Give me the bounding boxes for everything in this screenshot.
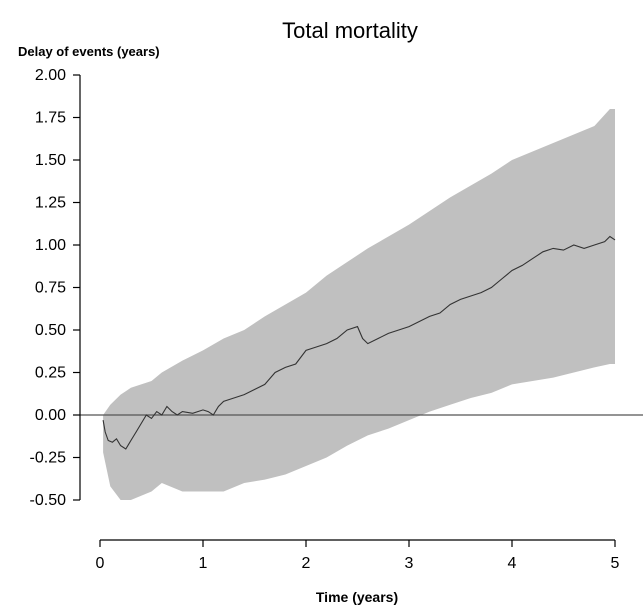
x-tick-label: 3	[405, 555, 414, 572]
y-tick-label: 0.25	[35, 365, 66, 382]
x-tick-label: 0	[96, 555, 105, 572]
confidence-band-layer	[103, 109, 615, 500]
x-tick-label: 2	[302, 555, 311, 572]
y-tick-label: 0.50	[35, 322, 66, 339]
y-tick-label: 1.25	[35, 195, 66, 212]
y-tick-label: 2.00	[35, 67, 66, 84]
y-tick-label: 1.00	[35, 237, 66, 254]
y-tick-label: 0.00	[35, 407, 66, 424]
x-tick-label: 4	[508, 555, 517, 572]
x-tick-label: 5	[611, 555, 620, 572]
x-tick-label: 1	[199, 555, 208, 572]
y-tick-label: 1.75	[35, 110, 66, 127]
y-ticks: 2.00 1.75 1.50 1.25 1.00 0.75 0.50 0.25 0.00 -0.2…	[30, 67, 80, 509]
series-line	[102, 235, 616, 450]
y-tick-label: -0.25	[30, 450, 67, 467]
y-tick-label: -0.50	[30, 492, 67, 509]
series-line-layer	[102, 235, 616, 450]
y-tick-label: 0.75	[35, 280, 66, 297]
confidence-band	[103, 109, 615, 500]
chart-title: Total mortality	[282, 18, 418, 43]
x-axis-label: Time (years)	[316, 589, 398, 605]
y-axis-label: Delay of events (years)	[18, 44, 160, 59]
y-tick-label: 1.50	[35, 152, 66, 169]
x-ticks: 0 1 2 3 4 5	[96, 540, 620, 572]
